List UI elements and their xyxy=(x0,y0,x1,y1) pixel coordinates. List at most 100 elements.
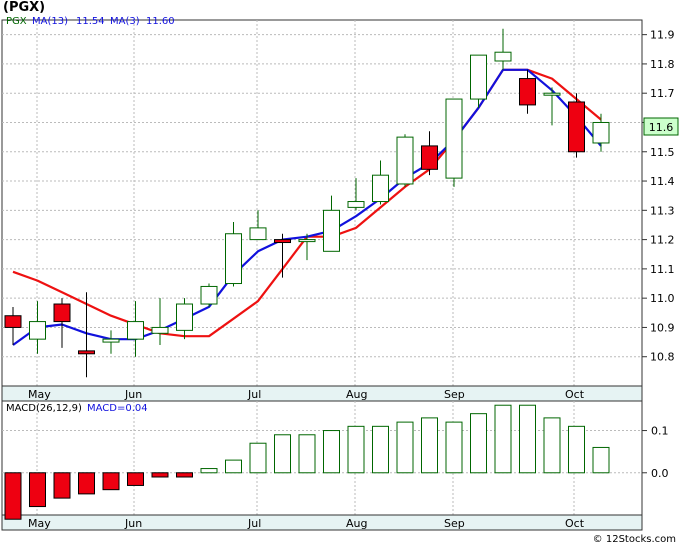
legend-ma3-label: MA(3) xyxy=(110,16,140,27)
candle-up xyxy=(323,195,340,252)
candle-body xyxy=(29,321,46,340)
x-tick-label: Jul xyxy=(247,388,261,401)
candle-up xyxy=(445,98,463,187)
candle-up xyxy=(372,160,389,205)
macd-x-tick-label: Sep xyxy=(444,517,465,530)
candle-body xyxy=(249,227,267,241)
candle-body xyxy=(421,145,438,170)
macd-bar-negative xyxy=(4,472,22,520)
macd-y-tick-label: 0.1 xyxy=(651,425,669,438)
price-x-axis-band xyxy=(1,385,643,402)
candle-body xyxy=(543,92,561,96)
candle-body xyxy=(568,101,585,153)
candle-up xyxy=(249,210,267,241)
macd-x-axis-band xyxy=(1,514,643,531)
macd-legend-value: MACD=0.04 xyxy=(87,403,148,414)
legend-ma13-value: 11.54 xyxy=(76,16,105,27)
last-price-marker: 11.6 xyxy=(643,117,679,136)
candle-up xyxy=(225,222,242,287)
candle-body xyxy=(176,303,193,331)
macd-histogram xyxy=(4,404,610,520)
macd-bar-positive xyxy=(592,446,610,474)
candle-body xyxy=(470,54,487,100)
legend-ma3-value: 11.60 xyxy=(146,16,175,27)
macd-bar-positive xyxy=(445,421,463,474)
candle-down xyxy=(78,292,95,378)
candle-body xyxy=(298,239,316,243)
macd-bar-positive xyxy=(421,417,438,474)
macd-x-tick-label: Aug xyxy=(346,517,367,530)
candle-up xyxy=(176,298,193,340)
y-tick-label: 10.9 xyxy=(650,321,675,334)
legend-ma13-label: MA(13) xyxy=(32,16,68,27)
macd-bar-positive xyxy=(543,417,561,474)
macd-bar-positive xyxy=(249,442,267,474)
candle-up xyxy=(29,301,46,354)
macd-bar-negative xyxy=(127,472,144,486)
x-tick-label: Aug xyxy=(346,388,367,401)
candle-body xyxy=(53,303,71,323)
candle-body xyxy=(494,51,512,62)
price-panel xyxy=(1,19,643,387)
candle-down xyxy=(568,93,585,158)
candle-body xyxy=(151,326,169,334)
candle-down xyxy=(53,298,71,348)
candle-body xyxy=(347,201,365,208)
macd-x-tick-label: May xyxy=(28,517,51,530)
macd-y-axis: 0.1 0.0 xyxy=(642,425,669,480)
x-tick-label: Jun xyxy=(124,388,142,401)
macd-bar-positive xyxy=(519,404,536,474)
candle-body xyxy=(4,315,22,328)
chart-title: (PGX) xyxy=(3,0,46,15)
macd-x-tick-label: Oct xyxy=(565,517,585,530)
y-tick-label: 10.8 xyxy=(650,351,675,364)
y-tick-label: 11.5 xyxy=(650,146,675,159)
y-tick-label: 11.7 xyxy=(650,87,675,100)
macd-bar-positive xyxy=(372,425,389,474)
candle-up xyxy=(200,283,218,307)
candle-body xyxy=(519,78,536,106)
macd-bar-negative xyxy=(151,472,169,478)
candle-up xyxy=(298,233,316,261)
price-x-axis: May Jun Jul Aug Sep Oct xyxy=(1,385,643,402)
candle-up xyxy=(102,330,120,354)
candle-body xyxy=(274,239,291,244)
macd-y-tick-label: 0.0 xyxy=(651,467,669,480)
legend-ticker: PGX xyxy=(6,16,27,27)
macd-bar-positive xyxy=(298,434,316,474)
last-price-box xyxy=(643,117,679,136)
y-tick-label: 11.3 xyxy=(650,204,675,217)
macd-bar-positive xyxy=(323,430,340,474)
y-tick-label: 11.1 xyxy=(650,263,675,276)
candle-body xyxy=(396,136,414,185)
macd-x-tick-label: Jul xyxy=(247,517,261,530)
y-tick-label: 11.8 xyxy=(650,58,675,71)
candle-body xyxy=(102,338,120,343)
y-tick-label: 11.9 xyxy=(650,29,675,42)
x-tick-label: Oct xyxy=(565,388,585,401)
candle-up xyxy=(151,298,169,346)
macd-bar-negative xyxy=(176,472,193,478)
x-tick-label: May xyxy=(28,388,51,401)
price-legend: PGX MA(13) 11.54 MA(3) 11.60 xyxy=(6,16,175,27)
candle-up xyxy=(347,178,365,211)
y-tick-label: 11.2 xyxy=(650,234,675,247)
macd-bar-negative xyxy=(102,472,120,491)
macd-bar-positive xyxy=(494,404,512,474)
candle-body xyxy=(127,321,144,340)
candlesticks xyxy=(4,28,610,378)
macd-bar-positive xyxy=(396,421,414,474)
candle-body xyxy=(372,174,389,203)
candle-up xyxy=(396,134,414,187)
macd-x-axis: May Jun Jul Aug Sep Oct xyxy=(1,514,643,531)
candle-body xyxy=(323,209,340,252)
macd-bar-negative xyxy=(53,472,71,499)
macd-x-tick-label: Jun xyxy=(124,517,142,530)
candle-up xyxy=(470,54,487,108)
macd-legend-label: MACD(26,12,9) xyxy=(6,403,82,414)
candle-body xyxy=(200,285,218,305)
candle-body xyxy=(445,98,463,179)
price-y-axis: 10.8 10.9 11.0 11.1 11.2 11.3 11.4 11.5 11.6 11.7… xyxy=(642,29,675,364)
candle-body xyxy=(592,121,610,144)
